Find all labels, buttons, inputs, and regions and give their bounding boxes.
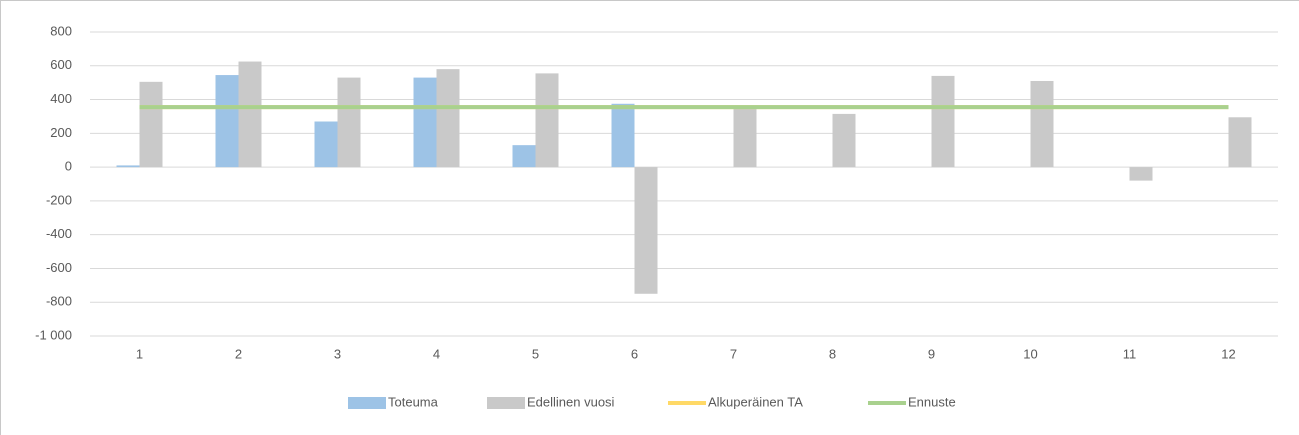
bar xyxy=(314,121,338,168)
y-tick-label: 800 xyxy=(50,23,72,38)
legend-label: Toteuma xyxy=(388,394,439,409)
bar xyxy=(238,61,262,168)
x-tick-label: 9 xyxy=(928,346,935,361)
legend-label: Alkuperäinen TA xyxy=(708,394,803,409)
legend-label: Edellinen vuosi xyxy=(527,394,615,409)
x-tick-label: 11 xyxy=(1123,346,1137,361)
bar xyxy=(535,73,559,168)
bar xyxy=(116,165,140,168)
y-tick-label: -800 xyxy=(46,294,72,309)
bar xyxy=(413,77,437,168)
x-tick-label: 1 xyxy=(136,346,143,361)
bar xyxy=(733,106,757,168)
y-tick-label: -400 xyxy=(46,226,72,241)
bar xyxy=(634,167,658,294)
bar xyxy=(215,75,239,168)
x-tick-label: 10 xyxy=(1023,346,1037,361)
legend-swatch xyxy=(487,397,525,409)
y-tick-label: -600 xyxy=(46,260,72,275)
x-tick-label: 7 xyxy=(730,346,737,361)
bar xyxy=(1030,80,1054,168)
x-tick-label: 4 xyxy=(433,346,440,361)
y-tick-label: 0 xyxy=(65,159,72,174)
x-tick-label: 2 xyxy=(235,346,242,361)
bar xyxy=(832,113,856,168)
bar xyxy=(931,75,955,168)
legend-label: Ennuste xyxy=(908,394,956,409)
bar xyxy=(1129,167,1153,181)
x-tick-label: 6 xyxy=(631,346,638,361)
y-tick-label: -1 000 xyxy=(35,327,72,342)
bar xyxy=(1228,117,1252,168)
bar xyxy=(436,69,460,168)
y-tick-label: 400 xyxy=(50,91,72,106)
x-tick-label: 12 xyxy=(1221,346,1235,361)
x-tick-label: 3 xyxy=(334,346,341,361)
y-tick-label: -200 xyxy=(46,192,72,207)
bar xyxy=(512,145,536,168)
bar xyxy=(337,77,361,168)
bar xyxy=(139,81,163,168)
x-tick-label: 5 xyxy=(532,346,539,361)
y-tick-label: 600 xyxy=(50,57,72,72)
y-tick-label: 200 xyxy=(50,125,72,140)
bar xyxy=(611,103,635,168)
x-tick-label: 8 xyxy=(829,346,836,361)
legend-swatch xyxy=(348,397,386,409)
